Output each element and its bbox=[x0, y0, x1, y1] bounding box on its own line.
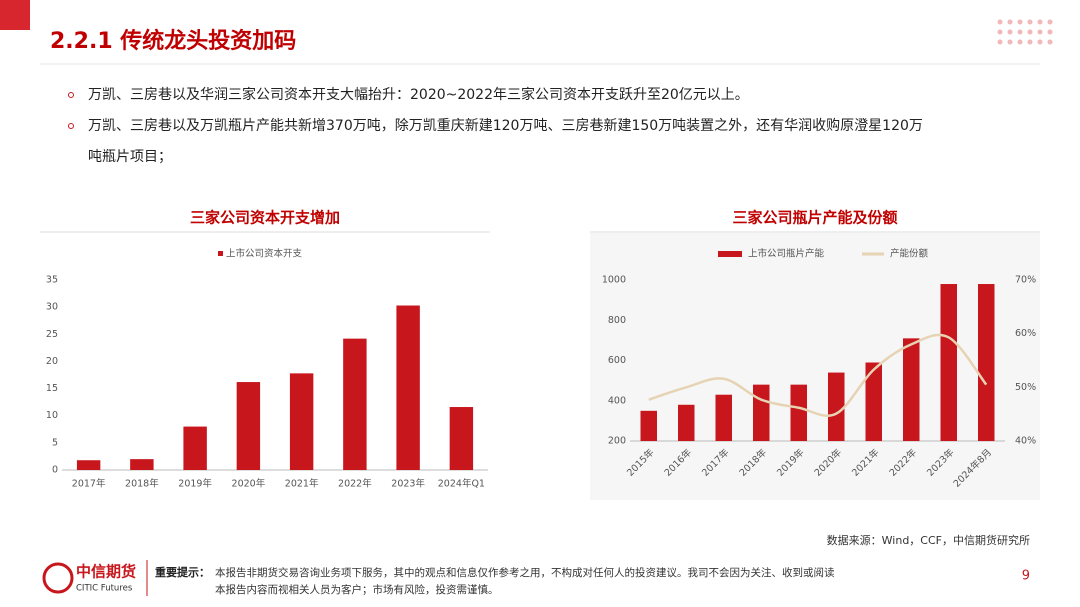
bar bbox=[978, 284, 995, 441]
y2-tick-label: 40% bbox=[1015, 436, 1036, 447]
y-tick-label: 35 bbox=[46, 275, 58, 286]
y-tick-label: 600 bbox=[608, 355, 626, 366]
bar bbox=[903, 338, 920, 441]
bar bbox=[76, 460, 101, 470]
bullet-text: 万凯、三房巷以及万凯瓶片产能共新增370万吨，除万凯重庆新建120万吨、三房巷新… bbox=[88, 118, 923, 134]
notice-label: 重要提示： bbox=[155, 565, 210, 579]
y-tick-label: 800 bbox=[608, 315, 626, 326]
y-tick-label: 15 bbox=[46, 383, 58, 394]
y-tick-label: 1000 bbox=[602, 275, 626, 286]
bullet-dot bbox=[68, 92, 74, 98]
bar bbox=[236, 382, 261, 470]
slide-title: 2.2.1 传统龙头投资加码 bbox=[50, 28, 296, 54]
page-number: 9 bbox=[1022, 569, 1030, 584]
chart-title: 三家公司资本开支增加 bbox=[190, 209, 340, 227]
legend-label: 上市公司瓶片产能 bbox=[748, 248, 825, 260]
y-tick-label: 25 bbox=[46, 329, 58, 340]
bar bbox=[678, 404, 695, 441]
bullet-text: 万凯、三房巷以及华润三家公司资本开支大幅抬升：2020~2022年三家公司资本开… bbox=[88, 86, 749, 103]
logo-cn: 中信期货 bbox=[76, 563, 136, 581]
x-tick-label: 2024年Q1 bbox=[438, 478, 485, 490]
x-tick-label: 2018年 bbox=[125, 478, 159, 490]
bar bbox=[865, 362, 882, 441]
bar bbox=[640, 410, 657, 441]
y2-tick-label: 70% bbox=[1015, 275, 1036, 286]
logo-icon bbox=[42, 562, 74, 594]
chart-title: 三家公司瓶片产能及份额 bbox=[732, 209, 897, 227]
bar bbox=[183, 426, 207, 470]
legend-swatch bbox=[718, 251, 742, 257]
bar bbox=[715, 394, 732, 441]
y-tick-label: 0 bbox=[52, 465, 58, 476]
x-tick-label: 2019年 bbox=[178, 478, 212, 490]
bullet-text: 吨瓶片项目； bbox=[88, 149, 172, 165]
bullet-dot bbox=[68, 123, 74, 129]
x-tick-label: 2017年 bbox=[72, 478, 106, 490]
y-tick-label: 400 bbox=[608, 395, 626, 406]
corner-mark bbox=[0, 0, 30, 30]
bar bbox=[343, 338, 367, 470]
bar bbox=[130, 459, 154, 470]
bar bbox=[449, 407, 474, 470]
bar bbox=[289, 373, 314, 470]
bar bbox=[753, 384, 770, 441]
bar bbox=[828, 372, 845, 441]
legend-label: 上市公司资本开支 bbox=[226, 248, 303, 260]
y-tick-label: 5 bbox=[52, 437, 58, 448]
dots bbox=[997, 19, 1053, 45]
y-tick-label: 200 bbox=[608, 436, 626, 447]
notice-line: 本报告内容而视相关人员为客户；市场有风险，投资需谨慎。 bbox=[215, 583, 499, 596]
legend-swatch bbox=[218, 251, 223, 256]
x-tick-label: 2021年 bbox=[285, 478, 319, 490]
x-tick-label: 2022年 bbox=[338, 478, 372, 490]
x-tick-label: 2020年 bbox=[232, 478, 266, 490]
chart-panel bbox=[590, 233, 1040, 500]
y-tick-label: 20 bbox=[46, 356, 58, 367]
bar bbox=[940, 284, 957, 441]
source: 数据来源：Wind，CCF，中信期货研究所 bbox=[827, 533, 1030, 547]
bar bbox=[790, 384, 807, 441]
y2-tick-label: 50% bbox=[1015, 382, 1036, 393]
x-tick-label: 2023年 bbox=[391, 478, 425, 490]
y2-tick-label: 60% bbox=[1015, 328, 1036, 339]
bar bbox=[396, 305, 420, 470]
y-tick-label: 30 bbox=[46, 302, 58, 313]
y-tick-label: 10 bbox=[46, 410, 58, 421]
logo-en: CITIC Futures bbox=[76, 584, 133, 594]
line bbox=[648, 333, 988, 417]
legend-label: 产能份额 bbox=[890, 248, 929, 260]
notice-line: 本报告非期货交易咨询业务项下服务，其中的观点和信息仅作参考之用，不构成对任何人的… bbox=[215, 566, 835, 579]
